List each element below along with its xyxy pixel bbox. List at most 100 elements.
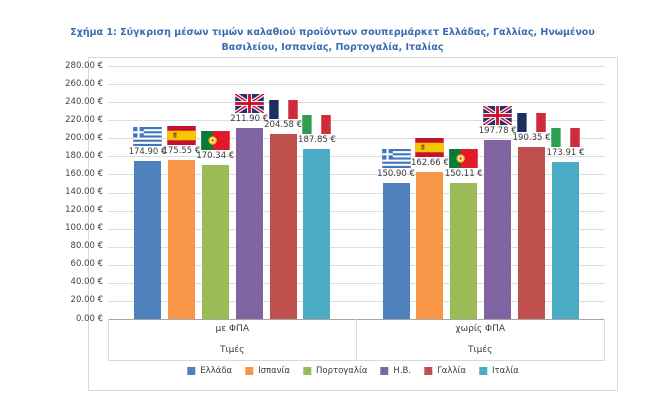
gridline [108,84,605,86]
legend-label: Πορτογαλία [315,366,368,376]
legend-swatch-icon [478,367,487,375]
y-axis-tick-label: 40.00 € [70,277,103,288]
bar-gr [134,161,161,319]
gridline [108,246,605,248]
category-axis: με ΦΠΑ Τιμές χωρίς ΦΠΑ Τιμές [108,319,605,361]
bar-uk [235,127,263,319]
bar-unit-it: 173.91 € [547,127,584,319]
bar-unit-uk: 197.78 € [479,106,517,319]
bar-value-label: 162.66 € [410,158,449,168]
y-axis-tick-label: 80.00 € [70,241,103,252]
gridline [108,138,605,140]
bar-value-label: 197.78 € [478,126,517,137]
flag-fr-icon [268,100,298,120]
legend-label: Ιταλία [491,366,519,376]
legend-item-gr: Ελλάδα [187,366,232,376]
bar-value-label: 175.55 € [162,146,201,157]
gridline [108,210,605,212]
y-axis-tick-label: 0.00 € [75,313,103,324]
flag-fr-icon [517,113,546,132]
flag-gr-icon [133,127,162,146]
gridline [108,300,605,302]
gridline [108,264,605,266]
bar-es [167,160,195,319]
gridline [108,282,605,284]
legend-swatch-icon [187,367,196,375]
y-axis-tick-label: 60.00 € [70,259,103,270]
bar-unit-pt: 170.34 € [196,131,234,319]
bar-it [551,161,579,319]
legend-swatch-icon [245,367,254,375]
legend-label: Γαλλία [437,366,466,376]
bar-pt [450,183,478,319]
legend-swatch-icon [380,367,389,375]
gridline [108,102,605,104]
bar-unit-fr: 190.35 € [513,113,551,319]
y-axis-tick-label: 140.00 € [65,187,103,197]
gridline [108,120,605,122]
legend-label: Ισπανία [258,366,290,376]
bar-unit-es: 162.66 € [411,138,449,319]
category-with-vat: με ΦΠΑ Τιμές [109,319,357,360]
bar-unit-gr: 150.90 € [377,148,415,319]
gridline [108,192,605,194]
bar-fr [269,134,297,319]
y-axis-tick-label: 180.00 € [65,150,103,161]
flag-it-icon [302,115,332,135]
category-label: με ΦΠΑ [215,324,249,334]
flag-es-icon [415,138,445,157]
bar-value-label: 211.90 € [230,113,269,124]
bar-unit-es: 175.55 € [162,126,200,319]
bar-unit-gr: 174.90 € [129,127,166,319]
bar-es [416,172,444,319]
bar-uk [484,140,512,319]
flag-pt-icon [449,149,479,169]
bar-value-label: 187.85 € [298,135,336,146]
legend: Ελλάδα Ισπανία Πορτογαλία Η.Β. Γαλλία Ιταλία [187,366,519,376]
bar-group-without-vat: 150.90 €162.66 €150.11 € 197.78 €190.35 €… [357,66,606,319]
y-axis-tick-label: 260.00 € [65,78,103,89]
legend-item-uk: Η.Β. [380,366,411,376]
bar-value-label: 174.90 € [128,147,167,157]
gridline [108,66,605,67]
bar-unit-it: 187.85 € [298,115,336,319]
gridline [108,156,605,158]
flag-gr-icon [381,148,411,168]
bar-value-label: 204.58 € [264,120,302,131]
chart-container: 0.00 € 20.00 € 40.00 € 60.00 € 80.00 € 100.00… [65,57,618,391]
bar-gr [382,182,410,319]
legend-item-es: Ισπανία [245,366,290,376]
category-without-vat: χωρίς ΦΠΑ Τιμές [357,319,605,360]
bar-group-with-vat: 174.90 €175.55 €170.34 € 211.90 €204.58 €… [108,66,357,319]
bar-pt [201,165,229,319]
y-axis-tick-label: 160.00 € [65,168,103,179]
bar-value-label: 150.11 € [444,169,483,180]
bar-unit-fr: 204.58 € [264,100,302,319]
y-axis-tick-label: 100.00 € [65,223,103,234]
x-axis-line [108,319,605,320]
flag-uk-icon [483,106,513,126]
bar-value-label: 190.35 € [512,133,551,143]
legend-swatch-icon [302,367,311,375]
bar-value-label: 170.34 € [196,151,235,162]
category-sublabel: Τιμές [468,345,493,355]
flag-uk-icon [234,93,264,113]
flag-es-icon [167,126,196,146]
bar-fr [518,147,546,319]
bar-unit-uk: 211.90 € [230,93,268,319]
plot-area: 0.00 € 20.00 € 40.00 € 60.00 € 80.00 € 100.00… [65,61,606,324]
gridline [108,174,605,176]
category-label: χωρίς ΦΠΑ [455,324,506,334]
category-sublabel: Τιμές [220,345,245,355]
y-axis-tick-label: 120.00 € [65,205,103,216]
legend-item-fr: Γαλλία [424,366,466,376]
gridline [108,228,605,230]
bar-it [303,149,331,319]
legend-label: Ελλάδα [200,366,233,376]
figure-title: Σχήμα 1: Σύγκριση μέσων τιμών καλαθιού π… [70,27,595,54]
y-axis-tick-label: 200.00 € [65,132,103,143]
legend-item-it: Ιταλία [478,366,519,376]
bar-unit-pt: 150.11 € [445,149,483,319]
y-axis-tick-label: 20.00 € [70,295,103,306]
